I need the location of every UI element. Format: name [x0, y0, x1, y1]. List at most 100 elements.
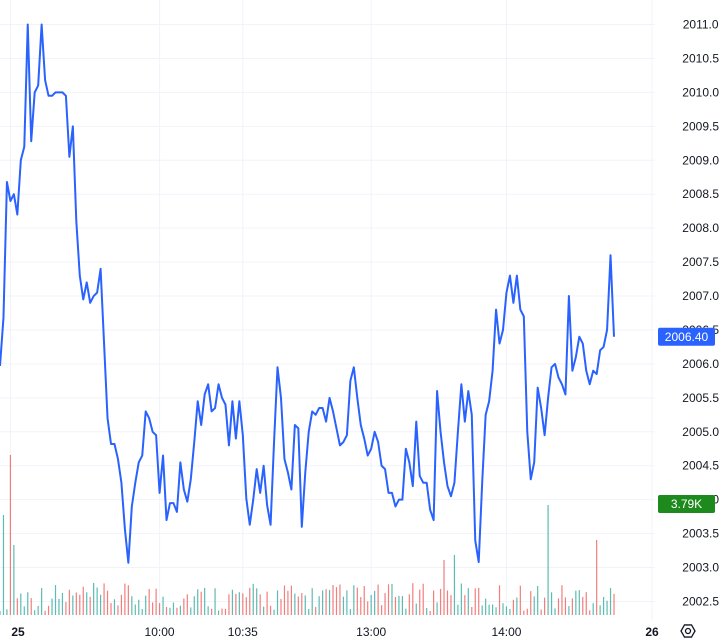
- volume-bar: [557, 598, 560, 615]
- volume-bar: [509, 609, 511, 615]
- settings-icon[interactable]: [680, 624, 696, 638]
- volume-bar: [426, 608, 428, 615]
- volume-bar: [380, 605, 383, 615]
- volume-bar: [408, 594, 410, 615]
- volume-bar: [495, 607, 497, 615]
- y-tick-label: 2011.00: [683, 18, 719, 32]
- volume-bar: [533, 596, 535, 615]
- volume-bar: [443, 560, 445, 615]
- volume-bar: [120, 594, 123, 615]
- volume-bar: [578, 590, 580, 615]
- volume-bar: [422, 583, 424, 615]
- y-tick-label: 2010.50: [682, 51, 719, 65]
- volume-bar: [564, 597, 567, 615]
- volume-bar: [103, 583, 105, 615]
- x-tick-label: 26: [645, 625, 659, 639]
- last-price-badge: [658, 327, 715, 346]
- volume-bar: [93, 583, 95, 615]
- x-tick-label: 14:00: [491, 625, 521, 639]
- volume-bar: [200, 591, 202, 615]
- volume-bar: [304, 595, 306, 615]
- volume-bar: [592, 603, 594, 615]
- y-tick-label: 2010.00: [682, 85, 719, 99]
- volume-bar: [41, 588, 43, 615]
- volume-bar: [245, 597, 247, 615]
- y-tick-label: 2003.50: [682, 527, 719, 541]
- volume-bar: [360, 597, 362, 615]
- volume-bar: [2, 515, 5, 615]
- volume-bar: [339, 584, 341, 615]
- volume-bar: [169, 607, 171, 615]
- volume-bar: [370, 594, 372, 615]
- volume-bar: [384, 593, 386, 615]
- volume-bar: [141, 609, 143, 615]
- volume-bar: [613, 593, 615, 615]
- volume-bar: [488, 604, 490, 615]
- volume-bar: [374, 590, 376, 615]
- y-tick-label: 2008.50: [682, 187, 719, 201]
- volume-bar: [263, 606, 265, 615]
- volume-bar: [471, 606, 473, 615]
- volume-bar: [526, 608, 528, 615]
- volume-bar: [550, 592, 553, 615]
- volume-bars: [0, 455, 615, 615]
- volume-bar: [134, 604, 136, 615]
- volume-bar: [363, 585, 365, 615]
- volume-bar: [89, 596, 91, 615]
- volume-bar: [398, 595, 400, 615]
- volume-bar: [193, 596, 195, 615]
- volume-bar: [318, 596, 320, 615]
- volume-bar: [217, 610, 220, 615]
- volume-bar: [204, 587, 206, 615]
- volume-bar: [512, 599, 515, 615]
- y-tick-label: 2004.50: [682, 459, 719, 473]
- volume-bar: [585, 592, 587, 615]
- volume-bar: [280, 598, 282, 615]
- volume-bar: [554, 608, 556, 615]
- volume-bar: [498, 585, 501, 615]
- volume-bar: [544, 597, 546, 615]
- volume-bar: [589, 610, 591, 615]
- y-tick-label: 2009.50: [682, 119, 719, 133]
- volume-bar: [110, 603, 112, 615]
- volume-bar: [75, 592, 77, 615]
- volume-bar: [290, 585, 292, 615]
- volume-bar: [596, 540, 598, 615]
- volume-bar: [457, 604, 459, 615]
- volume-bar: [297, 596, 299, 615]
- volume-bar: [478, 587, 480, 615]
- volume-bar: [491, 604, 494, 615]
- volume-bar: [162, 596, 164, 615]
- volume-bar: [186, 594, 188, 615]
- volume-bar: [412, 583, 414, 615]
- volume-bar: [47, 605, 50, 615]
- x-tick-label: 10:35: [228, 625, 258, 639]
- volume-bar: [429, 610, 431, 615]
- volume-bar: [519, 585, 521, 615]
- price-badges: 2006.40 3.79K: [658, 327, 715, 513]
- volume-bar: [540, 609, 542, 615]
- volume-bar: [82, 586, 84, 615]
- y-tick-label: 2003.00: [682, 561, 719, 575]
- volume-bar: [117, 605, 119, 615]
- volume-bar: [252, 583, 254, 615]
- volume-badge: [658, 495, 715, 513]
- y-tick-label: 2008.00: [682, 221, 719, 235]
- volume-bar: [391, 583, 393, 615]
- volume-bar: [387, 584, 390, 615]
- volume-bar: [283, 585, 286, 615]
- volume-bar: [99, 594, 102, 615]
- volume-bar: [328, 589, 331, 615]
- volume-bar: [609, 588, 612, 615]
- y-tick-label: 2002.50: [682, 595, 719, 609]
- volume-bar: [547, 505, 549, 615]
- volume-bar: [214, 588, 216, 615]
- volume-bar: [530, 591, 532, 615]
- volume-bar: [401, 596, 403, 615]
- volume-bar: [13, 545, 15, 615]
- volume-bar: [138, 599, 140, 615]
- volume-bar: [523, 610, 525, 615]
- volume-bar: [342, 596, 345, 615]
